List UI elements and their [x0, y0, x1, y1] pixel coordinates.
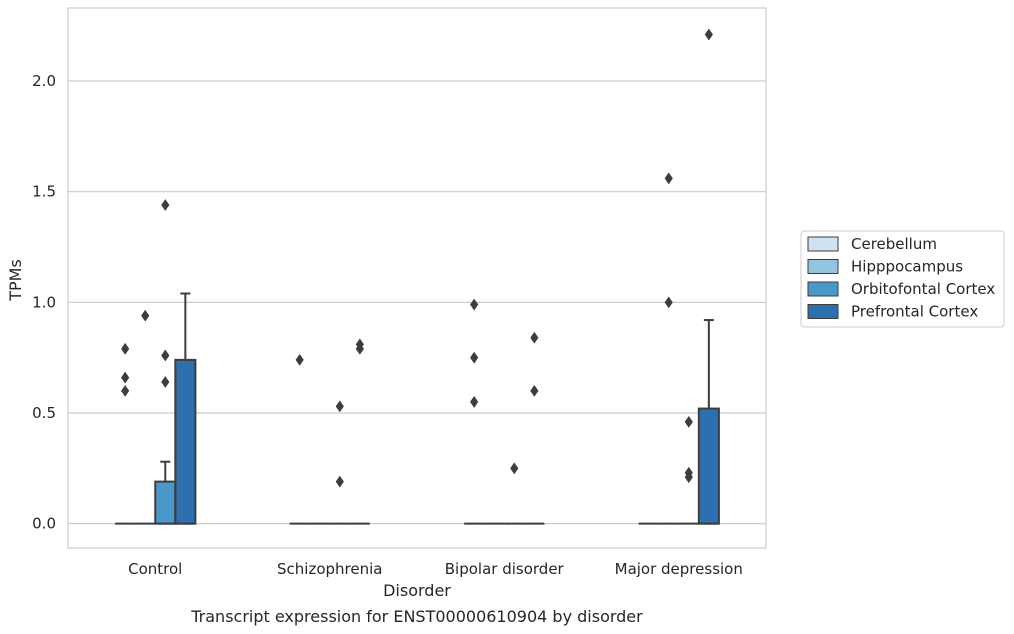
- y-axis-label: TPMs: [6, 259, 25, 302]
- outlier-point: [161, 199, 170, 211]
- box-prefrontal-cortex: [697, 319, 720, 525]
- box-body: [697, 407, 720, 525]
- outlier-point: [121, 384, 130, 397]
- legend-label: Cerebellum: [851, 235, 937, 253]
- plot-frame: [67, 7, 767, 549]
- outlier-point: [161, 349, 170, 362]
- legend: Cerebellum Hipppocampus Orbitofontal Corte…: [800, 230, 1005, 328]
- y-axis: 0.0 0.5 1.0 1.5 2.0: [32, 72, 56, 533]
- y-tick-label: 0.0: [32, 515, 56, 533]
- legend-swatch: [807, 236, 839, 252]
- outlier-point: [684, 471, 693, 484]
- outlier-point: [355, 342, 364, 355]
- legend-label: Orbitofontal Cortex: [851, 280, 995, 298]
- outlier-point: [161, 376, 170, 388]
- outlier-point: [530, 384, 539, 397]
- box-body: [174, 358, 197, 525]
- gridlines: [68, 80, 766, 525]
- legend-label: Prefrontal Cortex: [851, 303, 978, 321]
- outlier-point: [470, 298, 479, 311]
- y-tick-label: 1.5: [32, 183, 56, 201]
- chart-caption: Transcript expression for ENST0000061090…: [190, 607, 643, 626]
- x-tick-label: Major depression: [615, 560, 743, 578]
- legend-swatch: [807, 304, 839, 319]
- boxes: [115, 292, 720, 525]
- x-tick-label: Bipolar disorder: [445, 560, 565, 578]
- outlier-point: [530, 331, 539, 344]
- outlier-point: [470, 396, 479, 408]
- outlier-point: [141, 309, 150, 322]
- y-tick-label: 1.0: [32, 293, 56, 311]
- outliers: [121, 28, 713, 488]
- x-tick-label: Schizophrenia: [277, 560, 382, 578]
- outlier-point: [335, 475, 344, 488]
- outlier-point: [664, 296, 673, 309]
- box-prefrontal-cortex: [174, 292, 197, 525]
- legend-frame: [800, 230, 1005, 328]
- outlier-point: [704, 28, 713, 41]
- outlier-point: [684, 415, 693, 428]
- legend-label: Hipppocampus: [851, 258, 963, 276]
- outlier-point: [510, 462, 519, 475]
- box-orbitofontal-cortex: [154, 460, 177, 525]
- y-tick-label: 2.0: [32, 72, 56, 90]
- outlier-point: [335, 400, 344, 413]
- outlier-point: [295, 353, 304, 366]
- x-axis: Control Schizophrenia Bipolar disorder Majo…: [128, 560, 743, 578]
- legend-swatch: [807, 259, 839, 274]
- outlier-point: [470, 351, 479, 364]
- x-axis-label: Disorder: [383, 581, 451, 600]
- y-tick-label: 0.5: [32, 404, 56, 422]
- legend-swatch: [807, 281, 839, 297]
- outlier-point: [121, 342, 130, 355]
- box-body: [154, 480, 177, 525]
- x-tick-label: Control: [128, 560, 182, 578]
- outlier-point: [121, 371, 130, 384]
- outlier-point: [664, 172, 673, 185]
